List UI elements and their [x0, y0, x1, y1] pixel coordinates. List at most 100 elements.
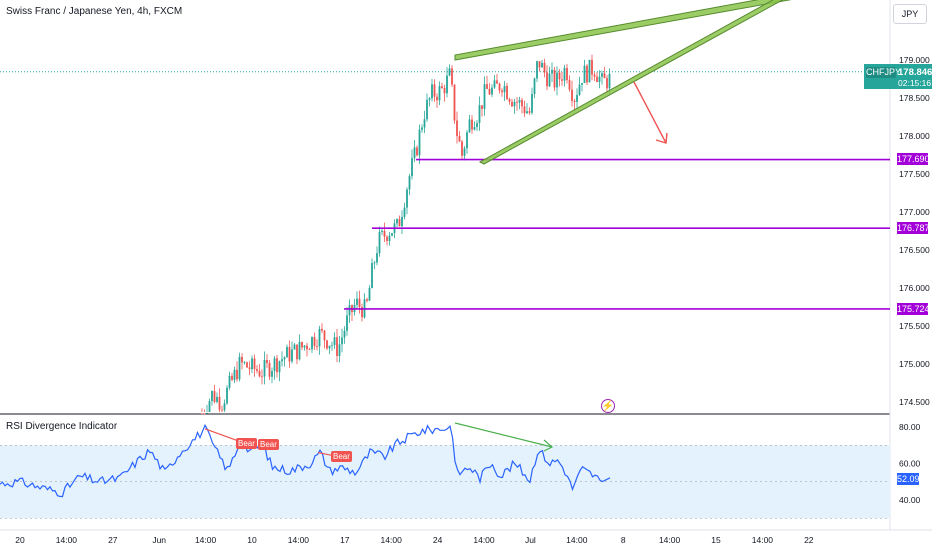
candle-body [596, 76, 598, 82]
time-tick-label: 17 [340, 535, 350, 545]
time-tick-label: 20 [15, 535, 25, 545]
candle-body [208, 401, 211, 412]
candle-body [216, 396, 218, 402]
candle-body [516, 101, 518, 103]
candle-body [406, 189, 408, 208]
price-tick-label: 176.000 [899, 283, 930, 293]
candle-body [246, 362, 248, 368]
candle-body [236, 369, 238, 380]
candle-body [388, 235, 391, 241]
flash-icon[interactable]: ⚡ [601, 399, 615, 413]
time-tick-label: 15 [711, 535, 721, 545]
price-tick-label: 177.000 [899, 207, 930, 217]
candle-body [361, 307, 363, 318]
candle-body [563, 67, 566, 81]
rising-wedge [454, 0, 792, 165]
time-tick-label: 22 [804, 535, 814, 545]
candle-body [206, 412, 208, 414]
horizontal-levels [344, 158, 890, 310]
candle-body [423, 119, 426, 128]
rsi-divergence-arrowhead [543, 439, 554, 452]
candle-body [386, 236, 388, 241]
candle-body [288, 346, 291, 362]
candle-body [341, 337, 343, 345]
candle-body [261, 376, 263, 378]
candle-body [331, 345, 333, 346]
price-axis: 179.000 178.500 178.000 177.500 177.000 176.5… [899, 55, 930, 505]
rsi-tick-label: 40.00 [899, 495, 921, 505]
candle-body [503, 85, 506, 93]
candle-body [551, 69, 553, 74]
candle-body [268, 363, 271, 377]
candle-body [471, 119, 473, 130]
candle-body [281, 359, 283, 362]
candle-body [248, 367, 251, 370]
candle-body [556, 72, 558, 88]
candle-body [508, 99, 511, 102]
candle-body [358, 298, 361, 308]
time-tick-label: 8 [621, 535, 626, 545]
candle-body [463, 148, 466, 156]
candle-body [468, 119, 471, 133]
candle-body [211, 391, 213, 402]
candle-body [536, 61, 538, 79]
candle-body [558, 72, 561, 80]
candle-body [486, 84, 488, 89]
candle-body [316, 346, 318, 347]
time-tick-label: 10 [247, 535, 257, 545]
time-tick-label: 14:00 [288, 535, 310, 545]
candle-body [478, 105, 481, 123]
candle-body [501, 90, 503, 93]
candle-body [271, 371, 273, 377]
time-tick-label: Jun [152, 535, 166, 545]
candle-body [421, 127, 423, 130]
candle-body [218, 396, 221, 410]
candle-body [226, 387, 228, 404]
price-tick-label: 175.500 [899, 321, 930, 331]
price-tick-label: 175.000 [899, 359, 930, 369]
candle-body [513, 101, 516, 107]
rsi-tick-label: 60.00 [899, 459, 921, 469]
rsi-divergence-arrow [454, 422, 553, 448]
candle-body [441, 86, 443, 89]
time-tick-label: 14:00 [56, 535, 78, 545]
bear-label: Bear [258, 439, 279, 450]
bar-countdown: 02:15:16 [898, 78, 932, 88]
candle-body [298, 342, 301, 360]
candle-body [378, 232, 381, 254]
time-tick-label: 14:00 [195, 535, 217, 545]
price-tick-label: 179.000 [899, 55, 930, 65]
candle-body [398, 219, 401, 227]
candle-body [523, 106, 526, 114]
currency-button[interactable]: JPY [893, 4, 927, 24]
candle-body [431, 84, 433, 99]
bear-label: Bear [236, 438, 257, 449]
candle-body [366, 299, 368, 301]
candle-body [481, 105, 483, 109]
level-tag-2: 176.787 [897, 222, 930, 234]
candle-body [443, 88, 446, 94]
candle-body [233, 369, 236, 380]
last-price-tag: CHFJPY 178.846 02:15:16 [864, 64, 932, 89]
rsi-tick-label: 80.00 [899, 422, 921, 432]
candles [201, 54, 611, 415]
time-tick-label: 27 [108, 535, 118, 545]
candle-body [553, 69, 556, 88]
candle-body [356, 298, 358, 305]
rsi-line [0, 423, 611, 498]
candle-body [543, 62, 546, 73]
candle-body [348, 305, 351, 316]
candle-body [576, 94, 578, 102]
candle-body [416, 147, 418, 156]
candle-body [521, 100, 523, 107]
candle-body [203, 413, 206, 415]
candle-body [591, 59, 593, 75]
candle-body [313, 337, 316, 347]
price-tick-label: 178.000 [899, 131, 930, 141]
candle-body [461, 141, 463, 156]
candle-body [201, 413, 203, 415]
candle-body [266, 359, 268, 364]
candle-body [321, 328, 323, 331]
candle-body [546, 72, 548, 87]
candle-body [308, 349, 311, 351]
